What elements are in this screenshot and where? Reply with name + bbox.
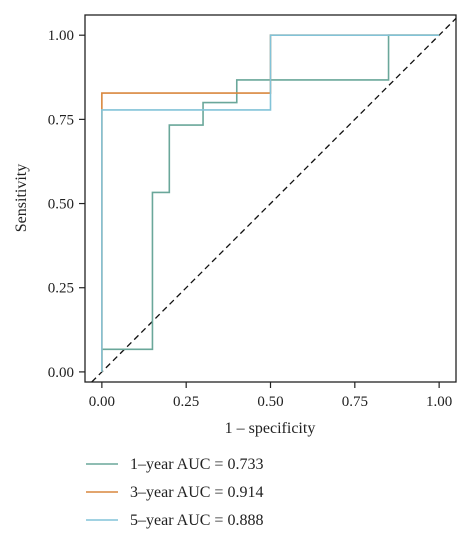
- y-axis: 0.00 0.25 0.50 0.75 1.00: [48, 28, 85, 381]
- roc-curve-series-1: [101, 34, 440, 372]
- legend-label-series-2: 3–year AUC = 0.914: [130, 484, 263, 501]
- x-tick-label: 0.75: [342, 394, 368, 410]
- y-tick-label: 0.75: [48, 112, 74, 128]
- x-tick-label: 0.50: [257, 394, 283, 410]
- y-axis-title: Sensitivity: [13, 164, 30, 232]
- x-tick-label: 0.25: [173, 394, 199, 410]
- x-tick-label: 0.00: [89, 394, 115, 410]
- y-tick-label: 0.00: [48, 365, 74, 381]
- reference-line-layer: [91, 17, 457, 383]
- legend-label-series-1: 1–year AUC = 0.733: [130, 456, 263, 473]
- x-tick-label: 1.00: [426, 394, 452, 410]
- legend-label-series-3: 5–year AUC = 0.888: [130, 512, 263, 529]
- y-tick-label: 0.50: [48, 197, 74, 213]
- x-axis: 0.00 0.25 0.50 0.75 1.00: [89, 382, 452, 410]
- legend: 1–year AUC = 0.733 3–year AUC = 0.914 5–ye…: [86, 456, 263, 529]
- y-tick-label: 0.25: [48, 281, 74, 297]
- reference-diagonal-line: [91, 17, 457, 383]
- series-layer: [101, 34, 440, 372]
- roc-curve-series-3: [101, 34, 440, 372]
- y-tick-label: 1.00: [48, 28, 74, 44]
- x-axis-title: 1 – specificity: [225, 420, 316, 437]
